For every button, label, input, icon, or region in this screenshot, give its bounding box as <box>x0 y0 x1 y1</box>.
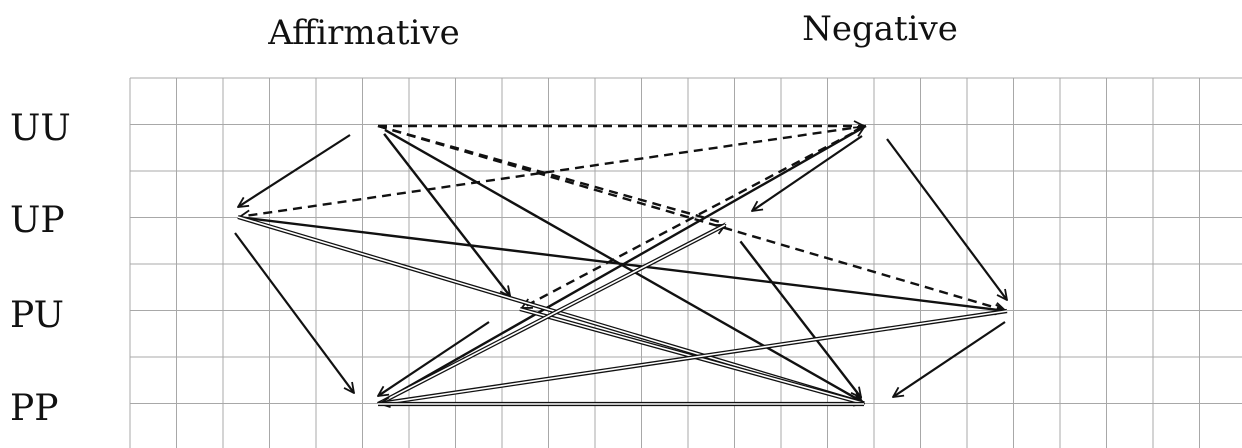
row-label-pu: PU <box>10 295 64 336</box>
edge-uu-aff-to-pu-neg <box>377 124 1005 310</box>
relation-edges <box>234 124 1008 406</box>
background-grid <box>129 77 1242 448</box>
edge-uu-neg-to-up-aff <box>240 124 867 217</box>
row-label-uu: UU <box>10 108 71 149</box>
edge-up-aff-to-pu-neg <box>237 215 1005 311</box>
edge-uu-aff-to-pp-neg <box>384 128 863 404</box>
edge-pp-aff-to-uu-neg <box>377 125 864 406</box>
arrow-pu-to-pp-affirmative <box>378 321 490 396</box>
row-label-up: UP <box>10 200 65 241</box>
arrow-up-to-pp-affirmative <box>234 232 354 393</box>
arrow-uu-to-pu-negative <box>886 138 1007 300</box>
negative-header: Negative <box>802 9 958 49</box>
edge-uu-aff-to-up-neg <box>377 124 726 225</box>
edge-pp-aff-to-up-neg-inner <box>377 224 726 405</box>
arrow-uu-to-up-negative <box>752 135 863 211</box>
arrow-pu-to-pp-negative <box>893 321 1006 397</box>
edge-pu-neg-to-pp-aff-inner <box>379 310 1008 405</box>
edge-up-aff-to-pp-neg-inner <box>237 216 865 405</box>
row-label-pp: PP <box>10 388 58 429</box>
edge-up-neg-to-pp-neg <box>739 240 861 397</box>
affirmative-header: Affirmative <box>267 13 460 53</box>
edge-uu-aff-to-pu-aff <box>383 133 510 296</box>
arrow-uu-to-up-affirmative <box>238 134 351 207</box>
edge-uu-neg-to-pu-aff <box>522 124 867 310</box>
